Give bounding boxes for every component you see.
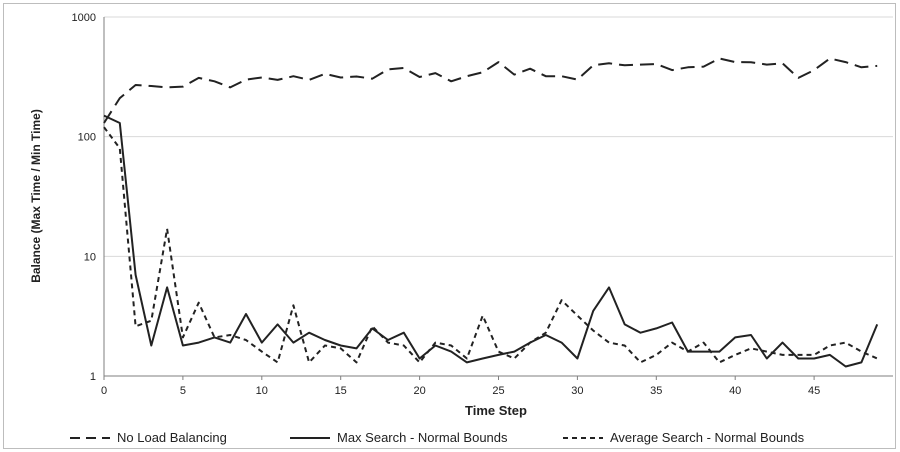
x-tick-label: 45	[808, 385, 820, 397]
series-lines	[103, 57, 879, 368]
y-tick-label: 10	[84, 251, 96, 263]
x-tick-label: 30	[571, 385, 583, 397]
y-tick-label: 1	[90, 371, 96, 383]
series-line-2	[103, 114, 879, 368]
legend-label: Max Search - Normal Bounds	[337, 430, 508, 445]
x-tick-label: 40	[729, 385, 741, 397]
grid-lines	[104, 16, 893, 377]
x-tick-label: 35	[650, 385, 662, 397]
legend-label: Average Search - Normal Bounds	[610, 430, 805, 445]
y-axis-title: Balance (Max Time / Min Time)	[29, 109, 43, 283]
x-axis-title: Time Step	[465, 403, 527, 418]
x-tick-label: 10	[256, 385, 268, 397]
x-tick-label: 20	[413, 385, 425, 397]
y-tick-label: 1000	[72, 12, 96, 24]
x-tick-label: 15	[335, 385, 347, 397]
x-tick-label: 0	[101, 385, 107, 397]
y-tick-label: 100	[78, 132, 96, 144]
axes: 1 10 100 1000 0 5 10 15 20 25 30 35 40 45	[72, 12, 893, 397]
legend-label: No Load Balancing	[117, 430, 227, 445]
legend: No Load Balancing Max Search - Normal Bou…	[70, 430, 805, 445]
x-tick-label: 25	[492, 385, 504, 397]
x-tick-label: 5	[180, 385, 186, 397]
series-line-1	[103, 57, 878, 124]
series-line-3	[103, 126, 878, 364]
chart-frame	[3, 3, 896, 449]
